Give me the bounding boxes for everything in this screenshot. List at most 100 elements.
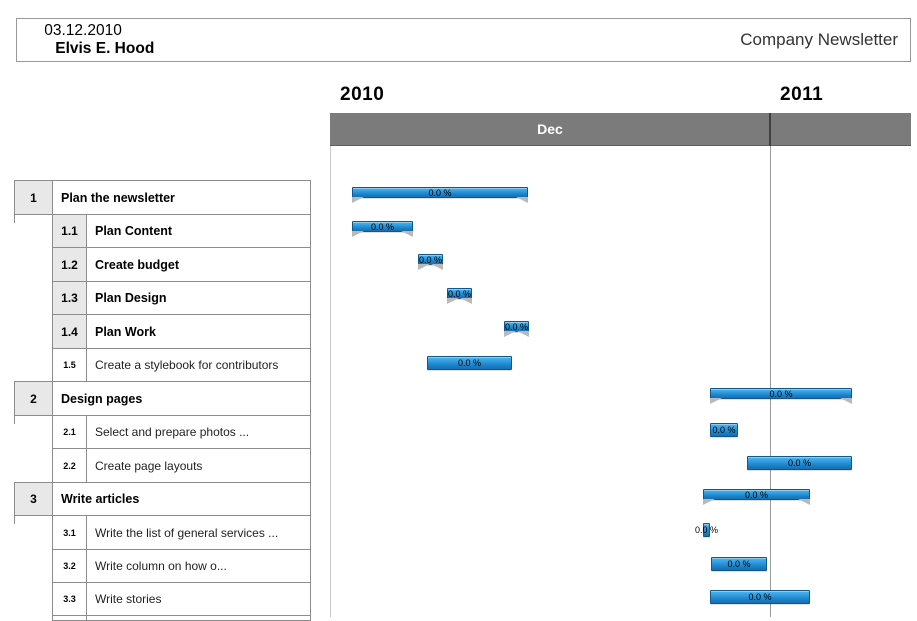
gantt-bar[interactable]: 0.0 % [703,489,810,505]
task-name-cell[interactable]: Create budget [87,248,310,281]
task-number-cell: 3.2 [53,550,87,582]
summary-wing-right-icon [517,331,529,337]
task-row[interactable]: 1.5 Create a stylebook for contributors [52,348,311,382]
task-name: Plan Content [95,224,173,238]
task-number-cell: 2.1 [53,416,87,448]
gantt-bar[interactable]: 0.0 % [352,221,413,237]
year-label-2010: 2010 [340,84,385,105]
task-number-cell: 3.3 [53,583,87,615]
task-name: Create budget [95,257,180,272]
task-row[interactable]: 3 Write articles [14,482,311,524]
task-number: 2.1 [63,427,76,437]
progress-label: 0.0 % [712,425,736,435]
summary-wing-left-icon [703,499,715,505]
progress-label: 0.0 % [727,559,751,569]
gantt-bar[interactable]: 0.0 % [418,254,443,270]
task-name-cell[interactable]: Plan the newsletter [53,181,310,214]
task-name: Select and prepare photos ... [95,425,250,439]
summary-wing-left-icon [504,331,516,337]
report-date: 03.12.2010 [44,22,122,39]
summary-wing-right-icon [840,398,852,404]
gantt-bar[interactable]: 0.0 % [710,388,852,404]
task-name: Plan Work [95,324,156,339]
progress-label: 0.0 % [418,254,443,265]
task-name-cell[interactable]: Plan Content [87,215,310,247]
gantt-bar[interactable]: 0.0 % [710,590,810,604]
year-separator-line [770,146,771,617]
task-number: 1.1 [61,224,78,238]
task-number: 2.2 [63,460,76,471]
summary-wing-right-icon [401,231,413,237]
task-number-cell: 1.2 [53,248,87,281]
task-number-cell: 2.2 [53,449,87,482]
task-number-cell: 1 [15,181,53,214]
task-row[interactable]: 1 Plan the newsletter [14,180,311,223]
report-header-left: 03.12.2010 Elvis E. Hood [27,4,154,76]
task-number-cell: 1.1 [53,215,87,247]
gantt-bar[interactable]: 0.0 % [504,321,529,337]
task-name: Write column on how o... [95,559,227,573]
progress-label: 0.0 % [748,592,772,602]
task-row[interactable]: 2 Design pages [14,381,311,424]
task-row[interactable]: 1.3 Plan Design [52,281,311,315]
progress-label: 0.0 % [370,221,395,232]
task-name: Plan the newsletter [61,190,175,205]
task-row[interactable]: 1.1 Plan Content [52,214,311,248]
group-outline-tail [14,415,15,424]
task-name: Write the list of general services ... [95,525,279,540]
task-row[interactable]: 1.4 Plan Work [52,314,311,349]
progress-label: 0.0 % [694,525,719,535]
summary-wing-left-icon [447,298,459,304]
task-number: 3.3 [63,594,76,604]
summary-wing-left-icon [352,197,364,203]
group-outline-tail [14,515,15,524]
task-name: Plan Design [95,291,167,305]
task-number: 3 [30,492,37,506]
gantt-bar[interactable]: 0.0 % [427,356,512,370]
month-label: Dec [537,121,563,137]
summary-wing-right-icon [431,264,443,270]
task-number: 3.2 [63,561,76,571]
gantt-bar[interactable]: 0.0 % [710,423,738,437]
task-number-cell: 1.4 [53,315,87,348]
task-row[interactable]: 3.3 Write stories [52,582,311,616]
gantt-bar[interactable]: 0.0 % [352,187,528,203]
gantt-bar[interactable]: 0.0 % [447,288,472,304]
task-number: 2 [30,391,37,406]
gantt-bar[interactable]: 0.0 % [695,523,718,537]
month-header-bar: Dec [330,113,911,146]
task-name: Write articles [61,492,140,506]
task-name-cell[interactable]: Create a stylebook for contributors [87,349,310,381]
year-label-2011: 2011 [780,84,824,105]
task-name-cell[interactable]: Write the list of general services ... [87,516,310,549]
task-name-cell[interactable]: Write column on how o... [87,550,310,582]
task-number-cell: 1.3 [53,282,87,314]
gantt-bar[interactable]: 0.0 % [747,456,852,470]
summary-wing-left-icon [418,264,430,270]
task-name-cell[interactable]: Select and prepare photos ... [87,416,310,448]
task-name-cell[interactable]: Plan Work [87,315,310,348]
task-name-cell[interactable]: Create page layouts [87,449,310,482]
summary-wing-left-icon [710,398,722,404]
summary-wing-right-icon [798,499,810,505]
task-row[interactable]: 2.1 Select and prepare photos ... [52,415,311,449]
task-number: 1.2 [61,257,78,272]
task-name-cell[interactable]: Design pages [53,382,310,415]
task-row[interactable]: 3.1 Write the list of general services .… [52,515,311,550]
project-title: Company Newsletter [740,30,898,49]
progress-label: 0.0 % [787,458,812,468]
progress-label: 0.0 % [447,288,472,299]
task-name-cell[interactable]: Write stories [87,583,310,615]
task-name: Create a stylebook for contributors [95,358,279,372]
progress-label: 0.0 % [744,489,769,500]
task-row[interactable]: 2.2 Create page layouts [52,448,311,483]
progress-label: 0.0 % [504,321,529,332]
task-name-cell[interactable]: Plan Design [87,282,310,314]
gantt-bar[interactable]: 0.0 % [711,557,767,571]
task-name: Write stories [95,592,162,606]
chart-left-border [330,146,331,617]
task-name-cell[interactable]: Write articles [53,483,310,515]
task-number-cell: 1.5 [53,349,87,381]
task-number-cell: 3 [15,483,53,515]
